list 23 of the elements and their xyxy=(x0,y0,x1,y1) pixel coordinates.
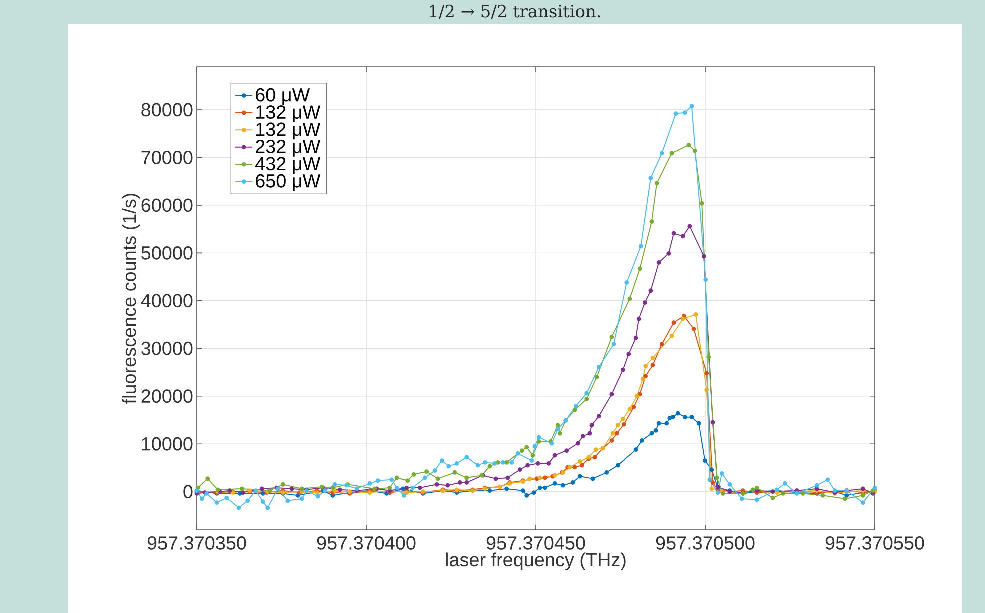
legend-label: 132 μW xyxy=(256,122,321,140)
y-tick-label: 50000 xyxy=(142,246,193,260)
legend-label: 232 μW xyxy=(256,140,321,157)
x-tick-label: 957.370550 xyxy=(826,536,924,550)
y-tick-label: 20000 xyxy=(142,390,193,404)
x-tick-label: 957.370400 xyxy=(317,536,416,550)
y-tick-label: 40000 xyxy=(141,294,193,308)
x-tick-label: 957.370450 xyxy=(486,536,586,550)
x-tick-label: 957.370350 xyxy=(148,536,246,550)
y-tick-label: 10000 xyxy=(142,437,193,451)
legend-label: 60 μW xyxy=(256,88,310,106)
legend-label: 650 μW xyxy=(256,174,321,192)
y-tick-label: 0 xyxy=(184,485,193,499)
y-tick-label: 80000 xyxy=(142,103,193,117)
y-axis-title: fluorescence counts (1/s) xyxy=(122,194,140,404)
x-axis-title: laser frequency (THz) xyxy=(446,552,626,570)
chart-title: 1/2 → 5/2 transition. xyxy=(430,4,600,20)
y-tick-label: 60000 xyxy=(142,198,193,212)
y-tick-label: 30000 xyxy=(142,342,193,356)
y-tick-label: 70000 xyxy=(142,151,193,164)
legend-label: 432 μW xyxy=(256,157,321,174)
x-tick-label: 957.370500 xyxy=(656,536,755,550)
legend-label: 132 μW xyxy=(256,106,321,122)
